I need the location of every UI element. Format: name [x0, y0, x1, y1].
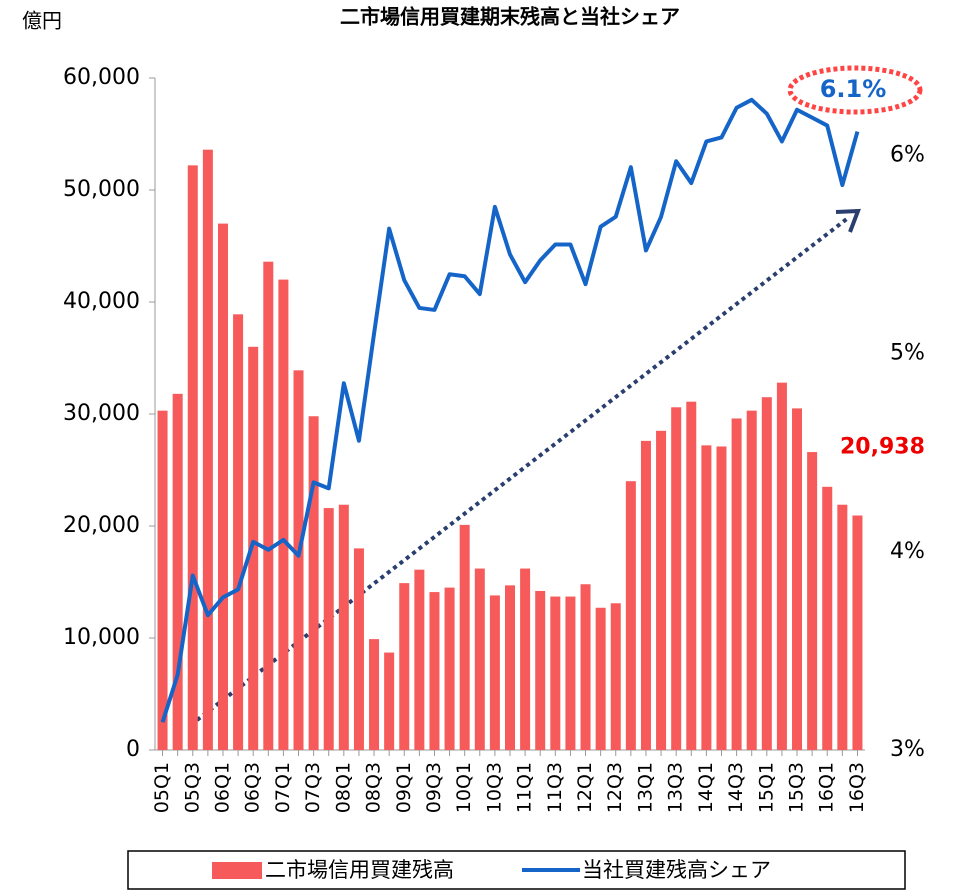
x-tick-label: 09Q3: [423, 762, 445, 813]
x-tick-label: 10Q3: [483, 762, 505, 813]
bar: [278, 279, 289, 750]
bar: [233, 314, 244, 750]
data-label: 6.1%: [820, 75, 887, 103]
legend-box: [127, 850, 906, 890]
bar: [217, 223, 228, 751]
x-tick-label: 14Q3: [725, 762, 747, 813]
data-label: 20,938: [840, 434, 925, 459]
bar: [716, 446, 727, 750]
x-tick-label: 09Q1: [393, 762, 415, 813]
x-tick-label: 12Q1: [574, 762, 596, 813]
x-tick-label: 12Q3: [604, 762, 626, 813]
bar: [550, 596, 561, 750]
bar: [822, 486, 833, 750]
y2-tick-label: 4%: [890, 539, 925, 564]
x-tick-label: 08Q3: [363, 762, 385, 813]
bar: [656, 430, 667, 750]
x-tick-label: 05Q3: [181, 762, 203, 813]
bar: [731, 418, 742, 750]
x-tick-label: 14Q1: [695, 762, 717, 813]
chart-title: 二市場信用買建期末残高と当社シェア: [340, 5, 680, 29]
trend-arrow-head: [835, 208, 861, 233]
legend-swatch: [212, 862, 262, 879]
legend-label: 当社買建残高シェア: [582, 858, 771, 882]
bar: [580, 584, 591, 750]
x-tick-label: 07Q1: [272, 762, 294, 813]
bar: [761, 397, 772, 750]
y-axis-label: 億円: [22, 9, 62, 33]
x-tick-label: 05Q1: [151, 762, 173, 813]
bar: [459, 524, 470, 750]
bar: [671, 407, 682, 750]
bar: [610, 603, 621, 750]
x-tick-label: 11Q1: [514, 762, 536, 813]
bar: [293, 370, 304, 750]
y-tick-label: 50,000: [63, 177, 140, 202]
trend-arrow: [195, 216, 850, 722]
bar: [414, 569, 425, 750]
bar: [807, 452, 818, 750]
bar: [308, 416, 319, 750]
bar: [399, 583, 410, 750]
bar: [640, 440, 651, 750]
bar: [686, 401, 697, 750]
bar: [353, 548, 364, 750]
x-tick-label: 10Q1: [453, 762, 475, 813]
bar: [776, 382, 787, 750]
bar: [369, 639, 380, 750]
bar: [701, 445, 712, 750]
bar: [505, 585, 515, 750]
bar: [565, 596, 576, 750]
x-tick-label: 13Q3: [665, 762, 687, 813]
bar: [792, 408, 803, 750]
x-tick-label: 08Q1: [332, 762, 354, 813]
x-tick-label: 06Q3: [242, 762, 264, 813]
line: [160, 97, 860, 723]
y-tick-label: 60,000: [63, 65, 140, 90]
bar: [429, 592, 440, 750]
y2-tick-label: 6%: [890, 142, 925, 167]
bar: [157, 410, 168, 750]
y2-tick-label: 5%: [890, 341, 925, 366]
bar: [187, 165, 198, 751]
bar: [263, 261, 274, 750]
y-tick-label: 0: [126, 737, 140, 762]
y2-tick-label: 3%: [890, 737, 925, 762]
x-tick-label: 16Q3: [846, 762, 868, 813]
y-tick-label: 10,000: [63, 625, 140, 650]
bar: [852, 515, 863, 750]
bar: [338, 504, 349, 750]
bar: [837, 504, 848, 750]
x-tick-label: 06Q1: [211, 762, 233, 813]
bar: [474, 568, 485, 750]
y-tick-label: 30,000: [63, 401, 140, 426]
legend-label: 二市場信用買建残高: [265, 858, 454, 882]
bar: [520, 568, 531, 750]
x-tick-label: 15Q1: [755, 762, 777, 813]
y-tick-label: 20,000: [63, 513, 140, 538]
bar: [746, 410, 757, 750]
bar: [323, 508, 334, 750]
bar: [202, 149, 213, 750]
x-tick-label: 13Q1: [634, 762, 656, 813]
bar: [595, 607, 606, 750]
highlight-ellipse: [787, 65, 923, 115]
bar: [172, 393, 183, 750]
x-tick-label: 07Q3: [302, 762, 324, 813]
bar: [384, 652, 395, 750]
x-tick-label: 16Q1: [816, 762, 838, 813]
bar: [489, 595, 500, 750]
bar: [444, 587, 455, 750]
x-tick-label: 15Q3: [786, 762, 808, 813]
bar: [535, 590, 546, 750]
x-tick-label: 11Q3: [544, 762, 566, 813]
bar: [625, 481, 636, 750]
y-tick-label: 40,000: [63, 289, 140, 314]
